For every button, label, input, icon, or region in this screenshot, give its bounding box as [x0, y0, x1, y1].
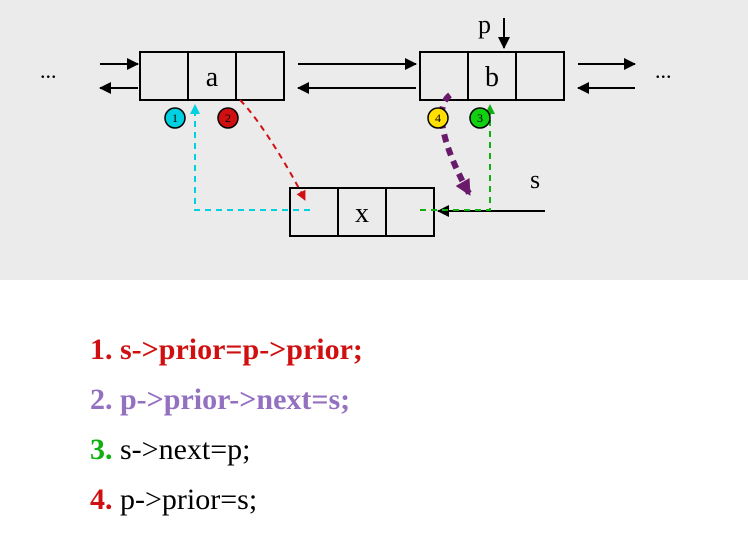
node-cell — [236, 52, 284, 100]
code-text: s->next=p; — [113, 433, 251, 466]
ellipsis-right: ... — [655, 58, 672, 83]
node-cell — [386, 188, 434, 236]
code-num: 4. — [90, 483, 113, 516]
ellipsis-left: ... — [40, 58, 57, 83]
diagram-canvas: a b x...... p s 1 2 4 3 1. s->prior=p->prior; 2. … — [0, 0, 748, 559]
node-label: a — [206, 62, 219, 93]
code-num: 3. — [90, 433, 113, 466]
step-badge-num-2: 2 — [225, 111, 231, 125]
node-cell — [516, 52, 564, 100]
node-label: x — [355, 198, 369, 229]
code-line-3: 3. s->next=p; — [90, 435, 251, 465]
step-badge-num-1: 1 — [172, 111, 178, 125]
code-text: p->prior=s; — [113, 483, 258, 516]
diagram-svg: a b x...... p s 1 2 4 3 — [0, 0, 748, 559]
node-cell — [420, 52, 468, 100]
node-cell — [140, 52, 188, 100]
pointer-s-label: s — [530, 165, 540, 194]
step-badge-num-4: 4 — [435, 111, 441, 125]
code-line-2: 2. p->prior->next=s; — [90, 385, 350, 415]
code-line-1: 1. s->prior=p->prior; — [90, 335, 363, 365]
step-arrow-2 — [240, 100, 305, 200]
code-num: 2. — [90, 383, 113, 416]
code-line-4: 4. p->prior=s; — [90, 485, 257, 515]
pointer-p-label: p — [478, 10, 491, 39]
code-text: s->prior=p->prior; — [113, 333, 363, 366]
code-text: p->prior->next=s; — [113, 383, 351, 416]
step-badge-num-3: 3 — [477, 111, 483, 125]
node-cell — [290, 188, 338, 236]
step-arrow-4 — [442, 95, 470, 195]
node-label: b — [485, 62, 499, 93]
code-num: 1. — [90, 333, 113, 366]
